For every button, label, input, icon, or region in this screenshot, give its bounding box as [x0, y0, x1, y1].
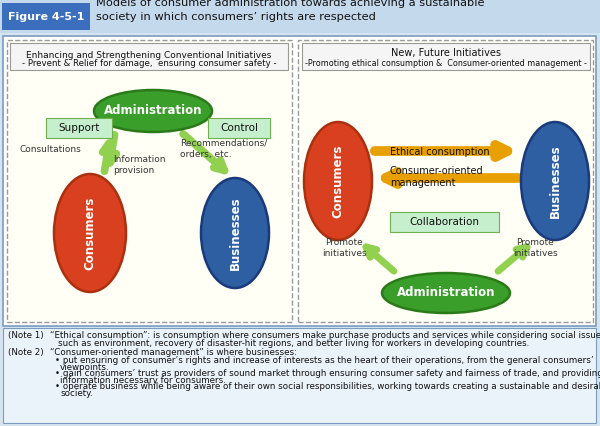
FancyBboxPatch shape [302, 43, 590, 70]
Text: (Note 1): (Note 1) [8, 331, 44, 340]
Text: (Note 2): (Note 2) [8, 348, 44, 357]
Ellipse shape [382, 273, 510, 313]
Text: Consumer-oriented
management: Consumer-oriented management [390, 166, 484, 188]
Text: information necessary for consumers.: information necessary for consumers. [60, 376, 226, 385]
Text: • put ensuring of consumer’s rights and increase of interests as the heart of th: • put ensuring of consumer’s rights and … [55, 356, 593, 365]
Ellipse shape [304, 122, 372, 240]
Text: Businesses: Businesses [229, 196, 241, 270]
FancyBboxPatch shape [46, 118, 112, 138]
Text: - Prevent & Relief for damage,  ensuring consumer safety -: - Prevent & Relief for damage, ensuring … [22, 60, 277, 69]
Text: Consumers: Consumers [83, 196, 97, 270]
Text: Collaboration: Collaboration [409, 217, 479, 227]
Text: Consumers: Consumers [331, 144, 344, 218]
FancyBboxPatch shape [0, 0, 600, 33]
FancyBboxPatch shape [10, 43, 288, 70]
Text: Recommendations/
orders, etc.: Recommendations/ orders, etc. [180, 139, 267, 159]
FancyBboxPatch shape [390, 212, 499, 232]
FancyBboxPatch shape [208, 118, 270, 138]
Text: Models of consumer administration towards achieving a sustainable
society in whi: Models of consumer administration toward… [96, 0, 485, 22]
FancyBboxPatch shape [2, 3, 90, 30]
Text: Promote
initiatives: Promote initiatives [512, 238, 557, 258]
Text: Control: Control [220, 123, 258, 133]
Text: Consultations: Consultations [20, 144, 82, 153]
Text: Ethical consumption: Ethical consumption [390, 147, 490, 157]
Text: “Consumer-oriented management” is where businesses:: “Consumer-oriented management” is where … [50, 348, 297, 357]
FancyBboxPatch shape [298, 40, 593, 322]
Ellipse shape [201, 178, 269, 288]
Text: Information
provision: Information provision [113, 155, 166, 175]
Text: New, Future Initiatives: New, Future Initiatives [391, 48, 501, 58]
Ellipse shape [521, 122, 589, 240]
Text: • gain consumers’ trust as providers of sound market through ensuring consumer s: • gain consumers’ trust as providers of … [55, 369, 600, 378]
Text: Support: Support [58, 123, 100, 133]
Text: viewpoints.: viewpoints. [60, 363, 110, 372]
Text: Administration: Administration [397, 287, 495, 299]
Ellipse shape [54, 174, 126, 292]
Text: -Promoting ethical consumption &  Consumer-oriented management -: -Promoting ethical consumption & Consume… [305, 60, 587, 69]
Text: society.: society. [60, 389, 92, 398]
Text: Businesses: Businesses [548, 144, 562, 218]
Ellipse shape [94, 90, 212, 132]
Text: Figure 4-5-1: Figure 4-5-1 [8, 12, 84, 22]
Text: Promote
initiatives: Promote initiatives [322, 238, 367, 258]
Text: such as environment, recovery of disaster-hit regions, and better living for wor: such as environment, recovery of disaste… [58, 339, 529, 348]
Text: Administration: Administration [104, 104, 202, 118]
FancyBboxPatch shape [7, 40, 292, 322]
Text: Enhancing and Strengthening Conventional Initiatives: Enhancing and Strengthening Conventional… [26, 51, 272, 60]
Text: • operate business while being aware of their own social responsibilities, worki: • operate business while being aware of … [55, 382, 600, 391]
Text: “Ethical consumption”: is consumption where consumers make purchase products and: “Ethical consumption”: is consumption wh… [50, 331, 600, 340]
FancyBboxPatch shape [3, 328, 596, 423]
FancyBboxPatch shape [3, 36, 596, 326]
